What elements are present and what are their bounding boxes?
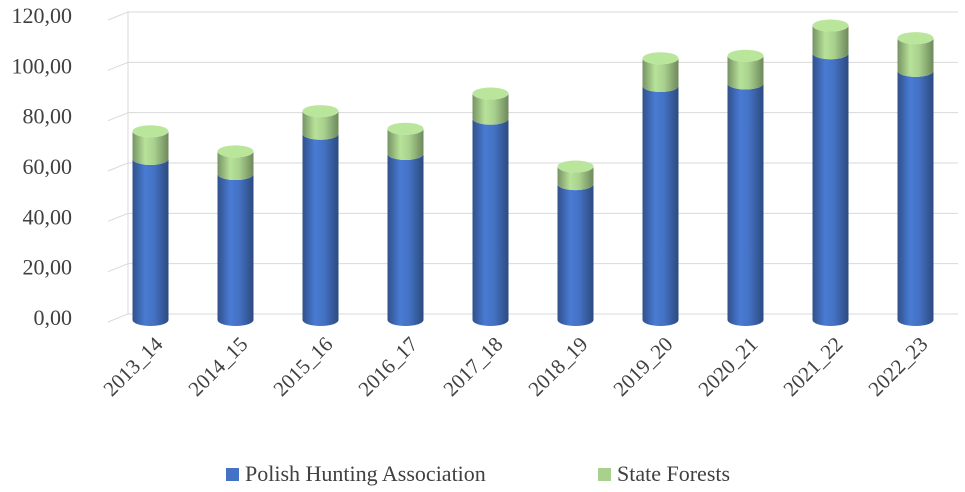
bar xyxy=(217,151,254,181)
bar xyxy=(897,38,934,77)
bar xyxy=(132,131,169,165)
y-tick-label: 60,00 xyxy=(23,154,73,179)
y-tick-label: 100,00 xyxy=(12,53,73,78)
bar-top xyxy=(132,125,169,138)
x-tick-label: 2014_15 xyxy=(183,332,252,401)
bar xyxy=(642,58,679,92)
x-tick-label: 2022_23 xyxy=(863,332,932,401)
bar xyxy=(472,118,509,327)
x-tick-label: 2021_22 xyxy=(778,332,847,401)
bar xyxy=(897,70,934,326)
bar xyxy=(217,174,254,326)
bar xyxy=(302,111,339,140)
y-tick-label: 40,00 xyxy=(23,204,73,229)
y-tick-label: 120,00 xyxy=(12,3,73,28)
bar-top xyxy=(897,32,934,45)
legend-swatch xyxy=(226,468,239,481)
bar xyxy=(727,83,764,326)
bar-top xyxy=(302,105,339,118)
bar xyxy=(557,184,594,326)
bar xyxy=(387,153,424,326)
grid-line-floor xyxy=(107,263,129,273)
bar xyxy=(812,53,849,326)
bar xyxy=(727,55,764,90)
bar-top xyxy=(812,19,849,32)
bar-top xyxy=(387,122,424,135)
y-tick-label: 20,00 xyxy=(23,255,73,280)
bar-top xyxy=(217,145,254,158)
bar xyxy=(472,93,509,125)
x-tick-label: 2019_20 xyxy=(608,332,677,401)
x-tick-label: 2015_16 xyxy=(268,332,337,401)
y-tick-label: 80,00 xyxy=(23,104,73,129)
bar-top xyxy=(472,87,509,100)
grid-line-floor xyxy=(107,112,129,122)
legend-swatch xyxy=(598,468,611,481)
bar xyxy=(132,158,169,326)
bar-top xyxy=(727,49,764,62)
bar-top xyxy=(642,52,679,65)
bar xyxy=(387,128,424,160)
legend-label: State Forests xyxy=(617,461,730,486)
bar-top xyxy=(557,160,594,173)
legend-label: Polish Hunting Association xyxy=(245,461,486,486)
grid-line-floor xyxy=(107,212,129,222)
grid-line-floor xyxy=(107,162,129,172)
bar xyxy=(302,133,339,326)
grid-line-floor xyxy=(107,11,129,21)
x-tick-label: 2013_14 xyxy=(98,332,167,401)
bar xyxy=(812,25,849,60)
bar xyxy=(557,166,594,191)
y-tick-label: 0,00 xyxy=(34,305,73,330)
grid-line-floor xyxy=(107,61,129,71)
x-tick-label: 2017_18 xyxy=(438,332,507,401)
bar xyxy=(642,85,679,326)
x-tick-label: 2016_17 xyxy=(353,332,422,401)
grid-line-floor xyxy=(107,313,129,323)
x-tick-label: 2018_19 xyxy=(523,332,592,401)
x-tick-label: 2020_21 xyxy=(693,332,762,401)
